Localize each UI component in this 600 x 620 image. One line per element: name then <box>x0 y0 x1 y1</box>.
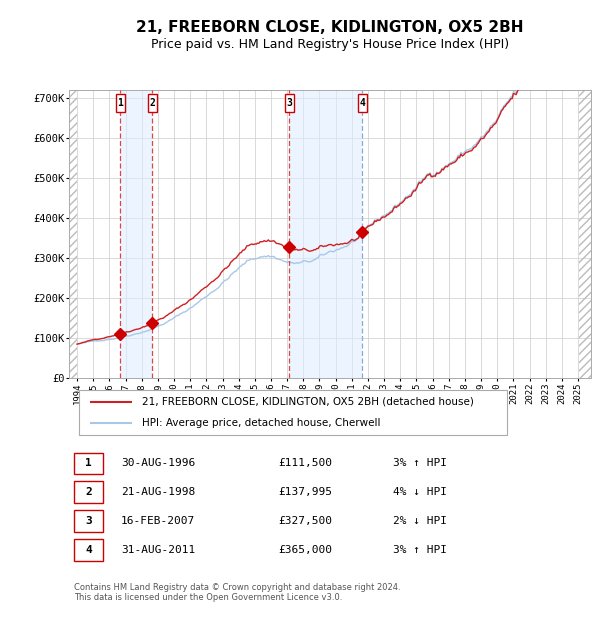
Text: HPI: Average price, detached house, Cherwell: HPI: Average price, detached house, Cher… <box>142 418 380 428</box>
Text: 4% ↓ HPI: 4% ↓ HPI <box>392 487 446 497</box>
Text: 2: 2 <box>149 98 155 108</box>
Text: 21-AUG-1998: 21-AUG-1998 <box>121 487 196 497</box>
Text: 2% ↓ HPI: 2% ↓ HPI <box>392 516 446 526</box>
Bar <box>289 90 362 378</box>
Text: Price paid vs. HM Land Registry's House Price Index (HPI): Price paid vs. HM Land Registry's House … <box>151 38 509 51</box>
Text: 4: 4 <box>359 98 365 108</box>
FancyBboxPatch shape <box>74 510 103 532</box>
Bar <box>69 90 77 378</box>
Text: 3% ↑ HPI: 3% ↑ HPI <box>392 458 446 468</box>
FancyBboxPatch shape <box>74 481 103 503</box>
Text: 2: 2 <box>85 487 92 497</box>
Text: 3: 3 <box>85 516 92 526</box>
Text: 3: 3 <box>286 98 292 108</box>
Text: 1: 1 <box>85 458 92 468</box>
Text: 30-AUG-1996: 30-AUG-1996 <box>121 458 196 468</box>
Text: 21, FREEBORN CLOSE, KIDLINGTON, OX5 2BH (detached house): 21, FREEBORN CLOSE, KIDLINGTON, OX5 2BH … <box>142 397 474 407</box>
Text: 4: 4 <box>85 544 92 554</box>
FancyBboxPatch shape <box>284 94 293 112</box>
Text: 31-AUG-2011: 31-AUG-2011 <box>121 544 196 554</box>
FancyBboxPatch shape <box>358 94 367 112</box>
Text: £327,500: £327,500 <box>278 516 332 526</box>
FancyBboxPatch shape <box>79 391 508 435</box>
Text: 16-FEB-2007: 16-FEB-2007 <box>121 516 196 526</box>
Text: 3% ↑ HPI: 3% ↑ HPI <box>392 544 446 554</box>
Text: £137,995: £137,995 <box>278 487 332 497</box>
FancyBboxPatch shape <box>116 94 125 112</box>
Text: 21, FREEBORN CLOSE, KIDLINGTON, OX5 2BH: 21, FREEBORN CLOSE, KIDLINGTON, OX5 2BH <box>136 20 524 35</box>
Text: Contains HM Land Registry data © Crown copyright and database right 2024.
This d: Contains HM Land Registry data © Crown c… <box>74 583 401 602</box>
FancyBboxPatch shape <box>74 453 103 474</box>
Text: £365,000: £365,000 <box>278 544 332 554</box>
Text: 1: 1 <box>117 98 123 108</box>
Bar <box>580 90 591 378</box>
Text: £111,500: £111,500 <box>278 458 332 468</box>
FancyBboxPatch shape <box>74 539 103 560</box>
Bar <box>120 90 152 378</box>
FancyBboxPatch shape <box>148 94 157 112</box>
